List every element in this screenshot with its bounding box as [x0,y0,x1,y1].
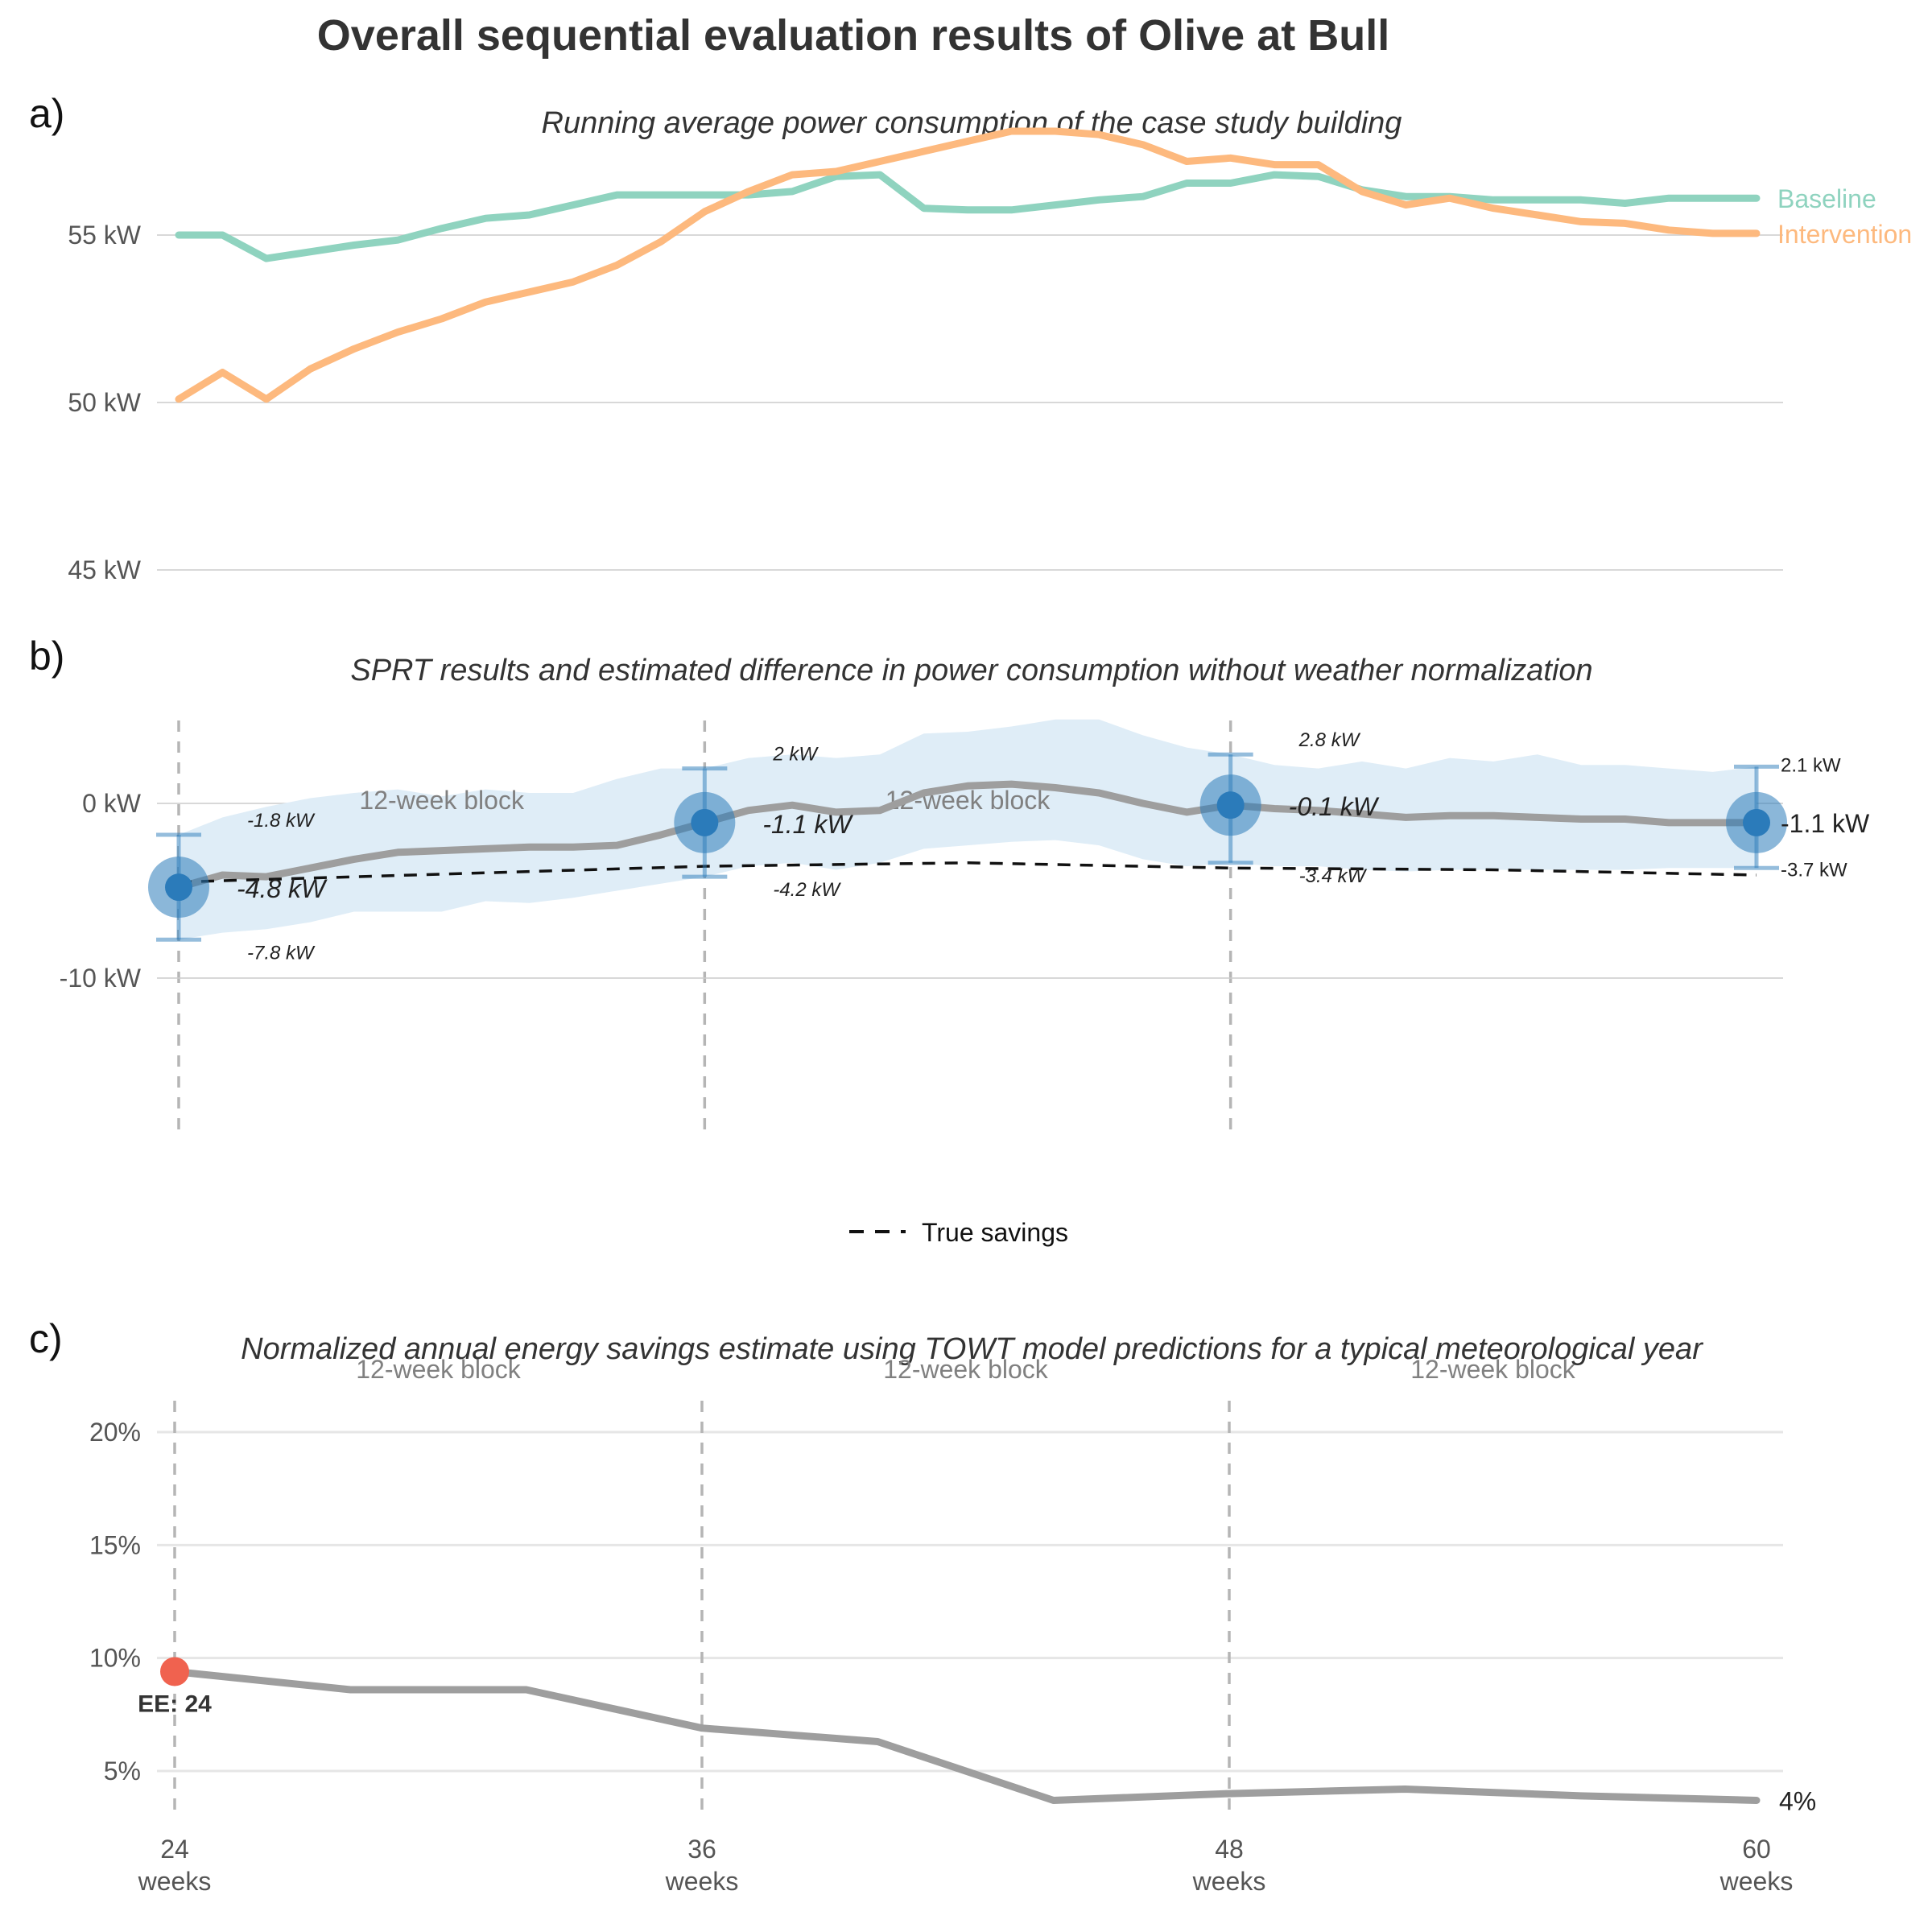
panel-b-label: b) [29,634,64,679]
ytick-label-c: 20% [89,1418,141,1447]
ytick-label-a: 45 kW [68,555,141,584]
estimate-line [175,780,1761,891]
checkpoint-estimate-label: -0.1 kW [1289,792,1380,821]
panel-a-label: a) [29,91,64,136]
xtick-sublabel-c: weeks [1192,1867,1266,1896]
checkpoint-estimate-label: -4.8 kW [237,874,328,903]
panel-c-plot: 5% 10% 15% 20% 12-week block 12-week block 12-… [89,1355,1816,1896]
block-label-c: 12-week block [356,1355,522,1384]
checkpoint-upper-label: -1.8 kW [247,810,316,832]
xtick-label-c: 24 [160,1835,189,1864]
figure-title: Overall sequential evaluation results of… [317,11,1389,60]
checkpoint-point [1743,808,1770,836]
early-exit-point [160,1657,189,1686]
checkpoint-point [165,873,192,902]
xtick-sublabel-c: weeks [1719,1867,1794,1896]
savings-end-label: 4% [1779,1786,1816,1815]
ytick-label-c: 15% [89,1530,141,1559]
series-label-intervention: Intervention [1777,220,1912,249]
block-label-c: 12-week block [883,1355,1049,1384]
ytick-label-a: 50 kW [68,388,141,417]
checkpoint-estimate-label: -1.1 kW [762,810,853,839]
series-label-baseline: Baseline [1777,184,1876,213]
panel-b-plot: -10 kW0 kW 12-week block 12-week block-4.8… [60,719,1870,1139]
checkpoint-estimate-label: -1.1 kW [1781,809,1870,838]
ytick-label-b: 0 kW [82,789,142,818]
panel-a-title: Running average power consumption of the… [542,106,1402,140]
true-savings-line [178,861,1757,884]
block-label-b: 12-week block [359,786,525,815]
xtick-sublabel-c: weeks [665,1867,739,1896]
checkpoint-upper-label: 2.1 kW [1781,754,1841,776]
panel-b-title: SPRT results and estimated difference in… [350,654,1592,687]
savings-line [171,1668,1761,1804]
block-label-c: 12-week block [1410,1355,1576,1384]
checkpoint-lower-label: -4.2 kW [773,879,841,901]
panel-a-plot: 45 kW 50 kW 55 kW Baseline Intervention [68,127,1912,584]
checkpoint-lower-label: -3.7 kW [1781,859,1847,881]
series-line-intervention [175,127,1761,403]
confidence-band [179,719,1757,940]
xtick-label-c: 36 [687,1835,716,1864]
xtick-sublabel-c: weeks [138,1867,212,1896]
checkpoint-point [1216,791,1245,819]
legend-true-savings-label: True savings [922,1218,1068,1247]
early-exit-label: EE: 24 [138,1691,212,1718]
ytick-label-c: 5% [104,1757,141,1785]
panel-c-title: Normalized annual energy savings estimat… [241,1332,1703,1366]
xtick-label-c: 48 [1215,1835,1244,1864]
xtick-label-c: 60 [1742,1835,1771,1864]
ytick-label-c: 10% [89,1644,141,1673]
panel-c-label: c) [29,1316,63,1361]
checkpoint-lower-label: -7.8 kW [247,942,316,964]
checkpoint-upper-label: 2 kW [772,744,819,766]
legend: True savings [849,1218,1068,1247]
checkpoint-point [691,808,719,836]
ytick-label-b: -10 kW [60,964,142,993]
ytick-label-a: 55 kW [68,221,141,250]
checkpoint-upper-label: 2.8 kW [1298,729,1361,751]
series-line-baseline [175,171,1761,262]
checkpoint-lower-label: -3.4 kW [1299,865,1368,887]
